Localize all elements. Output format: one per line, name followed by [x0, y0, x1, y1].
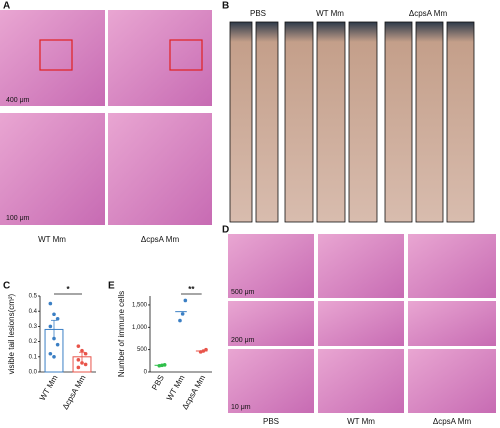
scale-bar: 500 μm	[231, 289, 255, 296]
data-point	[52, 312, 56, 317]
panel-label: B	[222, 1, 229, 12]
micrographs-d	[228, 234, 496, 413]
data-point	[157, 363, 162, 368]
x-tick-label: WT Mm	[165, 373, 187, 402]
data-point	[76, 358, 81, 362]
y-tick-label: 0.2	[29, 339, 38, 345]
data-point	[183, 298, 188, 303]
data-point	[83, 351, 88, 356]
data-point	[48, 351, 53, 356]
data-point	[76, 344, 81, 348]
y-tick-label: 500	[137, 347, 148, 353]
data-point	[80, 361, 84, 365]
data-point	[55, 342, 60, 347]
panel-label: C	[3, 281, 10, 292]
x-tick-label: WT Mm	[38, 373, 60, 402]
data-point	[52, 355, 56, 359]
significance: *	[66, 285, 70, 294]
y-tick-label: 0.4	[29, 309, 38, 315]
data-point	[83, 362, 88, 367]
group-label: WT Mm	[347, 417, 375, 426]
data-point	[76, 365, 81, 370]
y-tick-label: 0.1	[29, 354, 38, 360]
group-label: PBS	[263, 417, 279, 426]
data-point	[52, 336, 56, 341]
tail-photos	[229, 21, 475, 223]
data-point	[162, 363, 167, 367]
data-point	[160, 363, 164, 368]
y-tick-label: 1,500	[132, 303, 148, 309]
panel-label: D	[222, 225, 229, 236]
data-point	[55, 317, 60, 321]
data-point	[201, 349, 206, 353]
data-point	[48, 324, 53, 329]
group-label: ΔcpsA Mm	[433, 417, 472, 426]
y-tick-label: 0.3	[29, 324, 38, 330]
data-point	[48, 301, 53, 306]
y-axis-label: Number of immune cells	[117, 291, 126, 377]
micrographs-a	[0, 10, 212, 225]
data-point	[204, 347, 208, 352]
group-label: ΔcpsA Mm	[141, 235, 180, 244]
x-tick-label: PBS	[150, 374, 166, 392]
panel-label: A	[3, 1, 10, 12]
scale-bar: 400 μm	[6, 97, 30, 104]
scale-bar: 10 μm	[231, 404, 251, 411]
data-point	[180, 312, 185, 316]
y-tick-label: 0.5	[29, 294, 38, 300]
panel-label: E	[108, 281, 115, 292]
group-label: ΔcpsA Mm	[409, 9, 448, 18]
data-point	[80, 348, 84, 353]
x-tick-label: ΔcpsA Mm	[61, 373, 88, 411]
group-label: PBS	[250, 9, 266, 18]
scale-bar: 200 μm	[231, 337, 255, 344]
group-label: WT Mm	[38, 235, 66, 244]
y-axis-label: visible tail lesions(cm²)	[7, 293, 16, 374]
group-label: WT Mm	[316, 9, 344, 18]
y-tick-label: 1,000	[132, 325, 148, 331]
y-tick-label: 0.0	[29, 370, 38, 376]
scale-bar: 100 μm	[6, 215, 30, 222]
y-tick-label: 0	[144, 370, 148, 376]
significance: **	[188, 285, 195, 294]
data-point	[178, 318, 182, 323]
